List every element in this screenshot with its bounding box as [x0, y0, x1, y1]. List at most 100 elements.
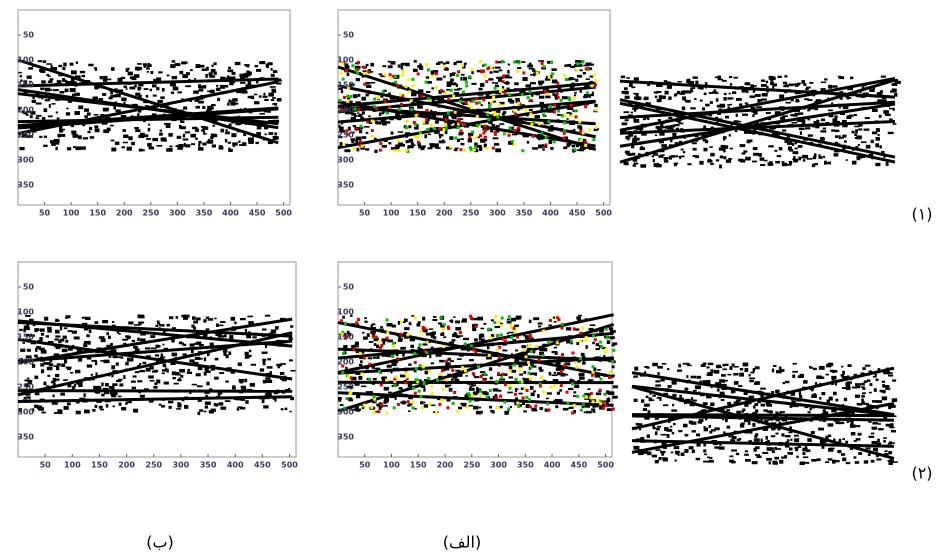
texture — [176, 112, 181, 115]
texture — [242, 142, 246, 146]
texture — [78, 384, 82, 387]
texture — [793, 151, 799, 154]
texture — [583, 360, 585, 363]
texture — [74, 84, 77, 87]
texture — [647, 102, 651, 105]
texture — [749, 140, 752, 143]
texture — [546, 398, 549, 400]
texture — [267, 358, 271, 360]
texture — [783, 82, 787, 84]
texture — [634, 367, 638, 371]
texture — [460, 77, 462, 81]
texture — [508, 116, 512, 119]
texture — [679, 141, 682, 144]
texture — [359, 114, 363, 117]
texture — [371, 324, 373, 328]
texture — [842, 458, 846, 462]
texture — [254, 101, 259, 104]
texture — [803, 83, 806, 86]
texture — [345, 367, 347, 371]
texture — [40, 363, 44, 366]
texture — [692, 450, 695, 453]
texture — [680, 130, 685, 133]
texture — [708, 460, 713, 463]
texture — [255, 65, 258, 67]
x-tick-label: 100 — [63, 209, 80, 218]
texture — [340, 404, 344, 406]
texture — [681, 156, 685, 158]
texture — [556, 316, 559, 319]
texture — [150, 71, 153, 74]
texture — [380, 384, 383, 387]
texture — [610, 357, 614, 360]
texture — [156, 87, 159, 90]
texture — [102, 320, 108, 323]
texture — [195, 64, 200, 68]
texture — [595, 374, 600, 378]
texture — [406, 140, 409, 143]
texture — [137, 87, 141, 89]
texture — [83, 343, 87, 347]
texture — [876, 400, 882, 403]
texture — [409, 139, 412, 143]
texture — [878, 423, 880, 425]
texture — [375, 121, 378, 124]
texture — [270, 86, 276, 88]
texture — [285, 408, 288, 411]
texture — [775, 122, 780, 124]
texture — [834, 153, 839, 156]
texture — [678, 398, 684, 401]
texture — [101, 383, 103, 387]
texture — [62, 67, 65, 70]
texture — [715, 77, 718, 79]
texture — [156, 77, 161, 81]
texture — [277, 78, 282, 81]
texture — [162, 344, 164, 346]
texture — [657, 366, 663, 369]
texture — [404, 381, 407, 384]
texture — [84, 377, 87, 380]
texture — [779, 411, 784, 413]
texture — [475, 325, 478, 328]
texture — [394, 75, 397, 78]
texture — [518, 364, 522, 367]
texture — [160, 96, 164, 99]
texture — [72, 331, 77, 334]
texture — [803, 159, 805, 162]
texture — [264, 126, 268, 129]
texture — [727, 426, 730, 429]
texture — [449, 145, 452, 148]
texture — [430, 385, 433, 388]
texture — [519, 380, 522, 383]
texture — [529, 405, 532, 408]
x-tick-label: 150 — [89, 209, 106, 218]
texture — [338, 400, 341, 402]
texture — [831, 382, 834, 384]
texture — [459, 148, 462, 151]
texture — [495, 67, 501, 69]
texture — [350, 376, 353, 379]
texture — [689, 421, 693, 424]
texture — [395, 396, 397, 400]
texture — [71, 77, 73, 79]
texture — [125, 368, 127, 370]
texture — [441, 97, 444, 100]
texture — [266, 63, 269, 67]
texture — [800, 131, 802, 135]
texture — [746, 418, 751, 421]
texture — [111, 140, 115, 142]
texture — [513, 109, 516, 112]
texture — [789, 83, 794, 86]
texture — [859, 90, 862, 93]
texture — [781, 457, 786, 459]
texture — [162, 373, 165, 375]
texture — [26, 323, 29, 326]
texture — [699, 380, 701, 384]
texture — [104, 119, 108, 123]
texture — [205, 397, 208, 400]
texture — [401, 115, 405, 118]
texture — [147, 143, 152, 147]
texture — [48, 81, 51, 83]
texture — [84, 328, 88, 330]
texture — [132, 104, 138, 108]
